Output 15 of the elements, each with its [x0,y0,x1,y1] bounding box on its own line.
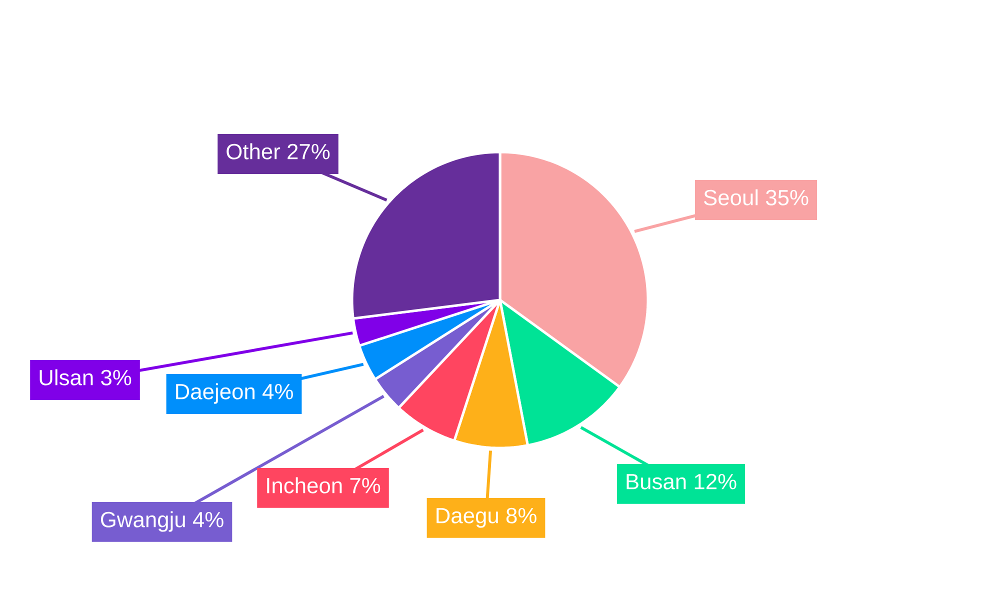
data-label: 7% [350,478,380,494]
data-label: 3% [101,370,132,386]
slice-label: Ulsan [40,369,93,386]
slice-label: Daegu [436,508,498,528]
slice-label: Incheon [267,477,342,494]
slice-label: Busan [626,474,686,490]
data-label: 12% [694,474,736,490]
slice-label: Daejeon [176,383,254,404]
data-label: 27% [288,144,330,160]
slice-label: Seoul [704,189,758,206]
data-label: 8% [506,508,536,524]
data-label: 35% [766,190,808,206]
slice-label: Other [226,143,280,160]
slice-label: Gwangju [100,511,185,532]
data-label: 4% [192,512,224,528]
